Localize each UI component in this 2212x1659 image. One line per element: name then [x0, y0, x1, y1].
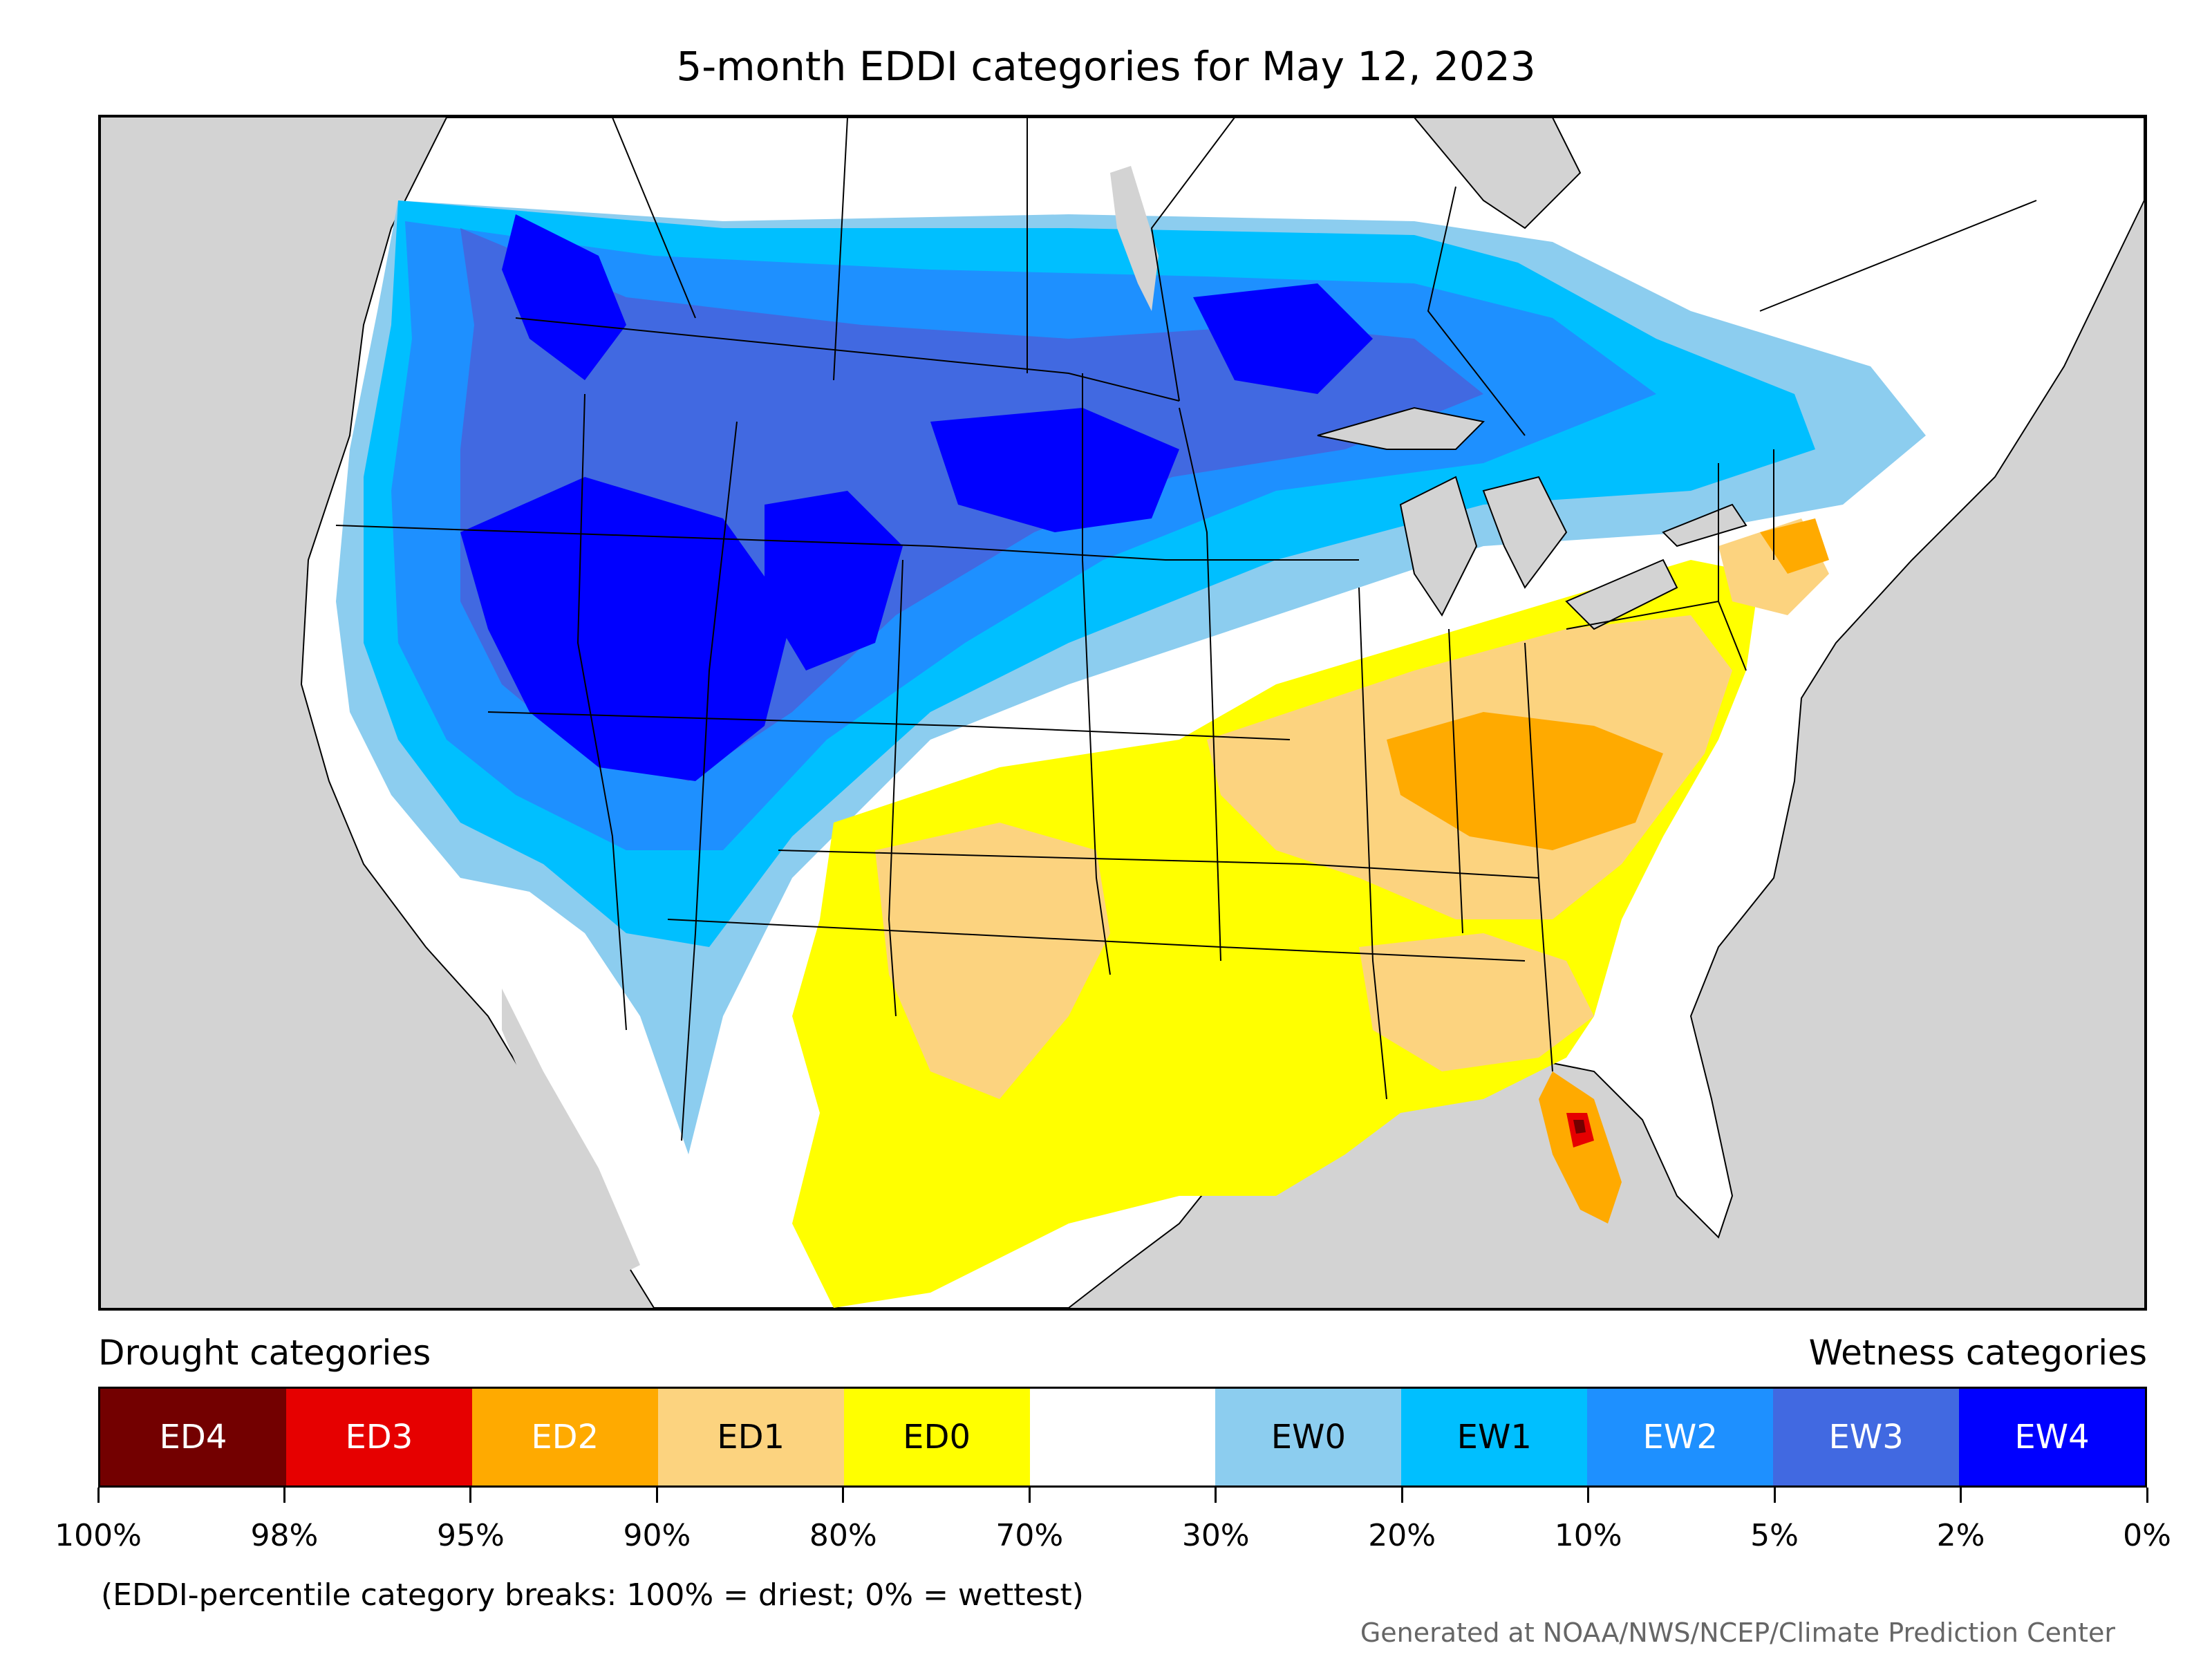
region-ew4-ontario — [1193, 283, 1373, 394]
colorbar-tick-label: 2% — [1936, 1518, 1985, 1553]
colorbar-tick — [1960, 1488, 1962, 1503]
legend-swatch-ew4: EW4 — [1959, 1389, 2145, 1485]
colorbar-ticks — [97, 1488, 2148, 1504]
legend-swatch-ed3: ED3 — [285, 1389, 472, 1485]
colorbar-tick — [469, 1488, 472, 1503]
region-ed4-florida — [1573, 1120, 1586, 1134]
map-title: 5-month EDDI categories for May 12, 2023 — [676, 43, 1536, 90]
colorbar-tick-label: 90% — [623, 1518, 691, 1553]
region-ew4-great-basin — [460, 477, 792, 781]
region-ew4-dakotas — [930, 408, 1179, 532]
state-borders — [335, 118, 2037, 1141]
colorbar-tick-label: 70% — [995, 1518, 1064, 1553]
colorbar-tick-label: 98% — [250, 1518, 319, 1553]
colorbar-tick-label: 0% — [2123, 1518, 2171, 1553]
region-ed2-florida — [1539, 1071, 1622, 1224]
category-colorbar: ED4 ED3 ED2 ED1 ED0 EW0 EW1 EW2 EW3 EW4 — [98, 1387, 2147, 1488]
colorbar-tick-label: 5% — [1750, 1518, 1799, 1553]
colorbar-tick — [97, 1488, 100, 1503]
colorbar-tick — [1215, 1488, 1217, 1503]
legend-swatch-ed1: ED1 — [657, 1389, 844, 1485]
legend-swatch-ew2: EW2 — [1587, 1389, 1774, 1485]
colorbar-tick — [283, 1488, 285, 1503]
region-ew4-northwest — [502, 214, 626, 380]
colorbar-tick — [1028, 1488, 1031, 1503]
colorbar-tick-label: 95% — [437, 1518, 505, 1553]
eddi-map — [98, 115, 2147, 1311]
great-lakes — [1317, 406, 1747, 630]
lake-winnipeg — [1110, 166, 1159, 311]
wetness-categories-heading: Wetness categories — [1808, 1333, 2147, 1373]
colorbar-tick — [1773, 1488, 1776, 1503]
percentile-note: (EDDI-percentile category breaks: 100% =… — [101, 1577, 1084, 1613]
drought-categories-heading: Drought categories — [98, 1333, 431, 1373]
legend-swatch-ed0: ED0 — [843, 1389, 1030, 1485]
credit-line: Generated at NOAA/NWS/NCEP/Climate Predi… — [1360, 1618, 2115, 1648]
colorbar-tick — [1587, 1488, 1590, 1503]
legend-swatch-ew3: EW3 — [1773, 1389, 1960, 1485]
colorbar-tick — [842, 1488, 845, 1503]
legend-swatch-ew0: EW0 — [1215, 1389, 1402, 1485]
colorbar-tick — [1400, 1488, 1403, 1503]
colorbar-tick — [2146, 1488, 2148, 1503]
colorbar-tick — [655, 1488, 658, 1503]
gulf-of-california — [502, 988, 640, 1279]
colorbar-tick-label: 100% — [55, 1518, 142, 1553]
hudson-bay-area — [1413, 118, 1582, 229]
region-ed2-new-england — [1760, 518, 1829, 574]
colorbar-tick-label: 30% — [1181, 1518, 1250, 1553]
legend-swatch-ed4: ED4 — [100, 1389, 286, 1485]
map-svg — [300, 118, 2144, 1308]
colorbar-tick-label: 80% — [809, 1518, 877, 1553]
colorbar-tick-label: 20% — [1368, 1518, 1436, 1553]
legend-swatch-normal — [1029, 1389, 1216, 1485]
colorbar-tick-label: 10% — [1554, 1518, 1622, 1553]
region-ed1-southeast — [1359, 933, 1594, 1071]
legend-swatch-ed2: ED2 — [471, 1389, 658, 1485]
legend-swatch-ew1: EW1 — [1401, 1389, 1588, 1485]
region-ed1-texas-oklahoma — [875, 823, 1110, 1099]
region-ew4-wyoming — [765, 491, 903, 671]
region-ed2-ohio-valley — [1387, 712, 1663, 850]
